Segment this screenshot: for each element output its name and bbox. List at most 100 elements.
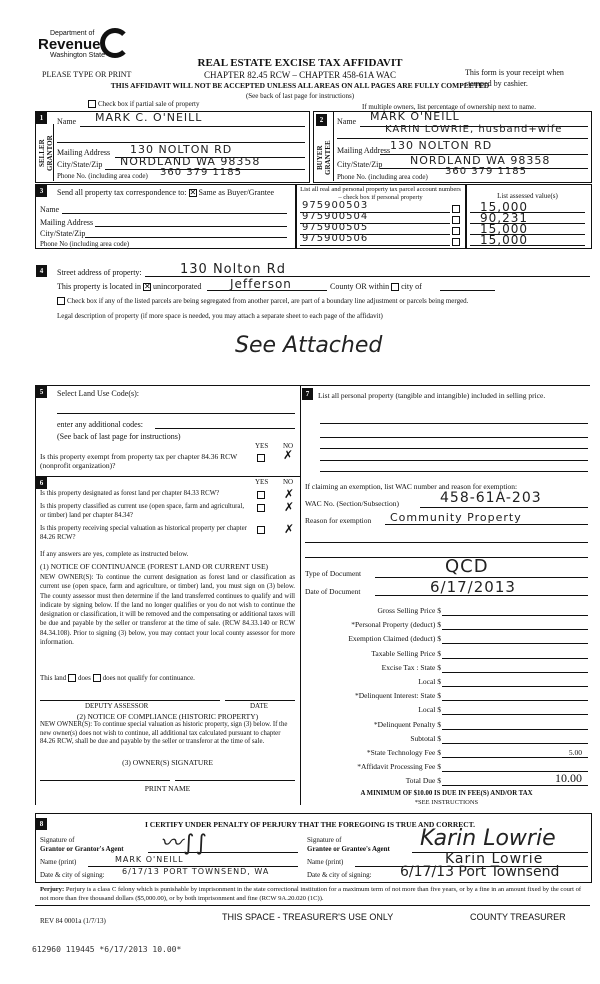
segregated-checkbox[interactable]: Check box if any of the listed parcels a… <box>57 297 468 306</box>
parcels-header: List all real and personal property tax … <box>300 186 461 201</box>
does-checkbox[interactable] <box>68 674 76 683</box>
cashier-stamp: 612960 119445 *6/17/2013 10.00* <box>32 945 182 954</box>
minimum-due: A MINIMUM OF $10.00 IS DUE IN FEE(S) AND… <box>360 790 533 797</box>
label: Name (print) <box>40 858 77 866</box>
assessed-value[interactable]: 90,231 <box>480 211 528 225</box>
fee-value[interactable]: 10.00 <box>555 771 582 786</box>
label: Grantee or Grantee's Agent <box>307 845 390 853</box>
buyer-city[interactable]: NORDLAND WA 98358 <box>410 154 551 167</box>
grantee-date-city[interactable]: 6/17/13 Port Townsend <box>400 864 560 880</box>
parcel-number[interactable]: 975900505 <box>302 222 369 233</box>
label: Type of Document <box>305 569 362 578</box>
label: Grantor or Grantor's Agent <box>40 845 124 853</box>
same-as-buyer-checkbox[interactable]: ✕ <box>188 188 197 198</box>
buyer-mail[interactable]: 130 NOLTON RD <box>390 139 493 152</box>
located-line: This property is located in ✕ unincorpora… <box>57 282 202 292</box>
legal-label: Legal description of property (if more s… <box>57 312 383 320</box>
label: Name <box>337 117 357 126</box>
fee-label: Total Due $ <box>405 776 441 786</box>
assessed-value[interactable]: 15,000 <box>480 233 528 247</box>
see-instructions: *SEE INSTRUCTIONS <box>414 799 479 806</box>
notice1-title: (1) NOTICE OF CONTINUANCE (FOREST LAND O… <box>40 562 269 571</box>
wac-number[interactable]: 458-61A-203 <box>440 490 542 506</box>
buyer-name2[interactable]: KARIN LOWRIE, husband+wife <box>385 124 563 135</box>
question-yes-checkbox[interactable] <box>257 490 267 500</box>
exempt-yes-checkbox[interactable] <box>257 453 267 463</box>
certify-statement: I CERTIFY UNDER PENALTY OF PERJURY THAT … <box>144 820 475 829</box>
question-yes-checkbox[interactable] <box>257 525 267 535</box>
parcel-number[interactable]: 975900503 <box>302 200 369 211</box>
label: City/State/Zip <box>40 229 86 238</box>
no-header: NO <box>283 478 294 486</box>
exemption-label: If claiming an exemption, list WAC numbe… <box>305 482 518 491</box>
fee-value[interactable]: 5.00 <box>568 748 582 757</box>
question-no-checkbox[interactable]: ✗ <box>284 487 295 501</box>
label: Mailing Address <box>57 148 111 157</box>
question-yes-checkbox[interactable] <box>257 503 267 513</box>
buyer-label: BUYER GRANTEE <box>316 140 332 175</box>
label: City/State/Zip <box>337 160 383 169</box>
label: Name <box>40 205 60 214</box>
seller-section <box>35 111 310 183</box>
street-address[interactable]: 130 Nolton Rd <box>180 262 286 277</box>
unincorporated-checkbox[interactable]: ✕ <box>142 282 151 292</box>
section-number: 6 <box>36 477 47 489</box>
label: Reason for exemption <box>305 516 372 525</box>
fee-label: Subtotal $ <box>410 733 441 743</box>
partial-sale-checkbox[interactable]: Check box if partial sale of property <box>88 100 199 109</box>
label: Signature of <box>40 836 75 844</box>
logo-swirl-icon <box>100 28 130 58</box>
does-not-checkbox[interactable] <box>92 674 101 683</box>
fee-label: Local $ <box>418 705 441 715</box>
county[interactable]: Jefferson <box>230 277 292 291</box>
city-checkbox[interactable] <box>391 283 400 292</box>
question-no-checkbox[interactable]: ✗ <box>284 522 295 536</box>
personal-property-checkbox[interactable] <box>452 226 462 236</box>
label: Street address of property: <box>57 268 142 277</box>
fee-label: Excise Tax : State $ <box>381 662 441 672</box>
revision: REV 84 0001a (1/7/13) <box>40 917 106 925</box>
seller-mail[interactable]: 130 NOLTON RD <box>130 143 233 156</box>
county-line: County OR within city of <box>330 282 422 292</box>
seller-name[interactable]: MARK C. O'NEILL <box>95 111 203 124</box>
grantee-signature[interactable]: Karin Lowrie <box>420 826 556 851</box>
personal-property-label: List all personal property (tangible and… <box>318 391 546 400</box>
assessed-value[interactable]: 15,000 <box>480 200 528 214</box>
assessed-value[interactable]: 15,000 <box>480 222 528 236</box>
personal-property-checkbox[interactable] <box>452 237 462 247</box>
form-subtitle: CHAPTER 82.45 RCW – CHAPTER 458-61A WAC <box>204 70 396 80</box>
document-type[interactable]: QCD <box>445 556 489 577</box>
exemption-reason[interactable]: Community Property <box>390 511 522 524</box>
seller-phone[interactable]: 360 379 1185 <box>160 167 242 178</box>
grantor-name[interactable]: MARK O'NEILL <box>115 855 184 864</box>
question-no-checkbox[interactable]: ✗ <box>284 500 295 514</box>
label: Signature of <box>307 836 342 844</box>
buyer-name[interactable]: MARK O'NEILL <box>370 110 460 123</box>
parcels-box <box>295 184 467 249</box>
certification-section <box>35 813 592 883</box>
seller-city[interactable]: NORDLAND WA 98358 <box>120 155 261 168</box>
personal-property-checkbox[interactable] <box>452 204 462 214</box>
label: Date & city of signing: <box>307 871 372 879</box>
grantor-signature[interactable]: 〰∫∫ <box>160 831 208 856</box>
exempt-no-checkbox[interactable]: ✗ <box>283 448 294 462</box>
legal-description[interactable]: See Attached <box>235 333 383 358</box>
label: City/State/Zip <box>57 160 103 169</box>
label: Name <box>57 117 77 126</box>
personal-property-checkbox[interactable] <box>452 215 462 225</box>
grantor-date-city[interactable]: 6/17/13 PORT TOWNSEND, WA <box>122 867 270 876</box>
section6-question: Is this property receiving special valua… <box>40 525 247 541</box>
county-treasurer: COUNTY TREASURER <box>470 912 566 922</box>
parcel-number[interactable]: 975900506 <box>302 233 369 244</box>
notice2-title: (2) NOTICE OF COMPLIANCE (HISTORIC PROPE… <box>76 712 259 721</box>
parcel-number[interactable]: 975900504 <box>302 211 369 222</box>
assessed-header: List assessed value(s) <box>497 192 558 200</box>
fee-label: *Delinquent Penalty $ <box>373 719 441 729</box>
buyer-phone[interactable]: 360 379 1185 <box>445 166 527 177</box>
grantee-name[interactable]: Karin Lowrie <box>445 851 544 867</box>
continuance-line: This land does does not qualify for cont… <box>40 674 195 683</box>
section6-question: Is this property designated as forest la… <box>40 490 220 497</box>
label: Select Land Use Code(s): <box>57 389 139 398</box>
document-date[interactable]: 6/17/2013 <box>430 578 516 596</box>
